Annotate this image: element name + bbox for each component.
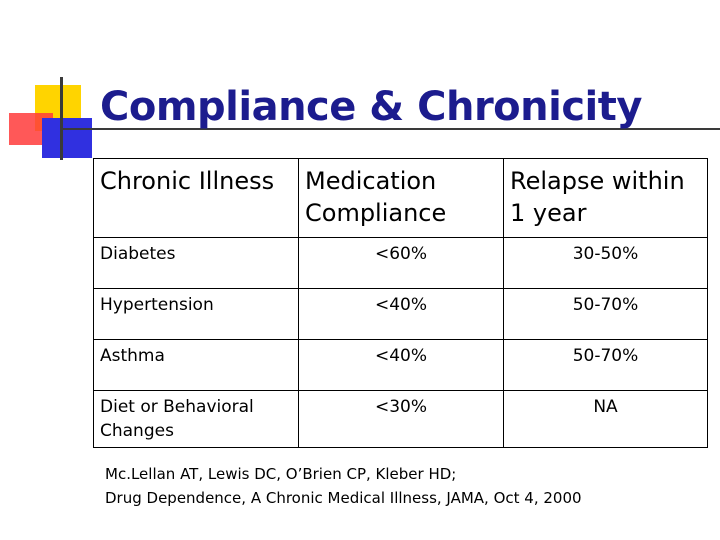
compliance-cell: <60% (298, 237, 504, 289)
logo-blue-square (42, 118, 92, 158)
compliance-cell: <40% (298, 339, 504, 391)
citation-source: Drug Dependence, A Chronic Medical Illne… (105, 489, 582, 507)
slide-title: Compliance & Chronicity (100, 84, 642, 130)
citation: Mc.Lellan AT, Lewis DC, O’Brien CP, Kleb… (105, 462, 582, 510)
table-header-row: Chronic Illness Medication Compliance Re… (93, 158, 708, 238)
compliance-cell: <40% (298, 288, 504, 340)
citation-authors: Mc.Lellan AT, Lewis DC, O’Brien CP, Kleb… (105, 465, 457, 483)
relapse-cell: 50-70% (503, 288, 708, 340)
header-medication-compliance: Medication Compliance (298, 158, 504, 238)
table-row: Diet or Behavioral Changes <30% NA (93, 390, 708, 448)
header-chronic-illness: Chronic Illness (93, 158, 299, 238)
illness-cell: Hypertension (93, 288, 299, 340)
illness-cell: Diet or Behavioral Changes (93, 390, 299, 448)
table-row: Asthma <40% 50-70% (93, 339, 708, 391)
illness-cell: Diabetes (93, 237, 299, 289)
relapse-cell: 50-70% (503, 339, 708, 391)
relapse-cell: 30-50% (503, 237, 708, 289)
logo-vertical-rule (60, 77, 63, 160)
compliance-table: Chronic Illness Medication Compliance Re… (93, 158, 708, 448)
compliance-cell: <30% (298, 390, 504, 448)
illness-cell: Asthma (93, 339, 299, 391)
table-row: Diabetes <60% 30-50% (93, 237, 708, 289)
title-underline-rule (60, 128, 720, 130)
header-relapse: Relapse within 1 year (503, 158, 708, 238)
table-row: Hypertension <40% 50-70% (93, 288, 708, 340)
relapse-cell: NA (503, 390, 708, 448)
